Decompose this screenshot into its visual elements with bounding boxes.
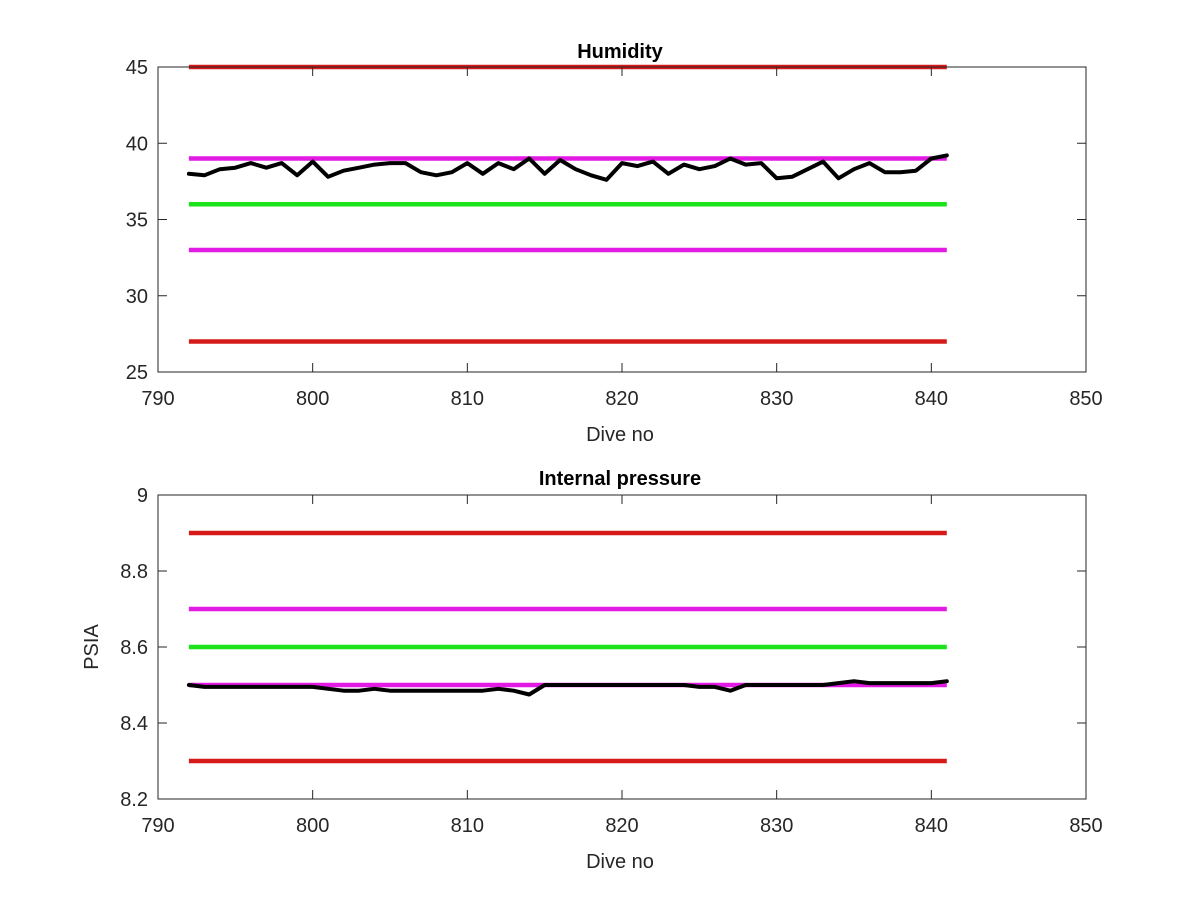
x-tick-label: 810 [451,815,484,837]
x-axis-label: Dive no [586,424,654,446]
y-tick-label: 8.6 [120,637,148,659]
humidity-chart: Humidity 790 800 810 820 830 840 850 25 30 35 40 45… [126,41,1103,446]
y-tick-label: 8.8 [120,561,148,583]
y-axis-label: PSIA [81,624,103,670]
axes-box [157,66,1087,373]
plot-area [186,64,949,344]
x-axis-label: Dive no [586,851,654,873]
y-tick-label: 35 [126,210,148,232]
x-tick-label: 840 [915,815,948,837]
x-tick-label: 840 [915,388,948,410]
series-line [186,153,949,182]
y-tick-label: 45 [126,57,148,79]
plot-area [186,530,949,764]
x-tick-label: 800 [296,388,329,410]
x-tick-label: 850 [1069,388,1102,410]
y-tick-label: 25 [126,362,148,384]
x-tick-label: 820 [605,815,638,837]
x-tick-label: 830 [760,815,793,837]
x-tick-label: 810 [451,388,484,410]
chart-title: Internal pressure [539,468,701,490]
x-tick-label: 850 [1069,815,1102,837]
x-tick-label: 800 [296,815,329,837]
y-tick-label: 9 [137,485,148,507]
axis-ticks: 790 800 810 820 830 840 850 8.2 8.4 8.6 8.8 9 [120,485,1103,837]
x-tick-label: 790 [141,388,174,410]
internal-pressure-chart: Internal pressure 790 800 810 820 830 840 850 8… [81,468,1103,873]
x-tick-label: 830 [760,388,793,410]
chart-title: Humidity [577,41,663,63]
x-tick-label: 790 [141,815,174,837]
series-line [186,679,949,697]
y-tick-label: 40 [126,133,148,155]
axis-ticks: 790 800 810 820 830 840 850 25 30 35 40 45 [126,57,1103,410]
x-tick-label: 820 [605,388,638,410]
y-tick-label: 30 [126,286,148,308]
y-tick-label: 8.2 [120,789,148,811]
y-tick-label: 8.4 [120,713,148,735]
